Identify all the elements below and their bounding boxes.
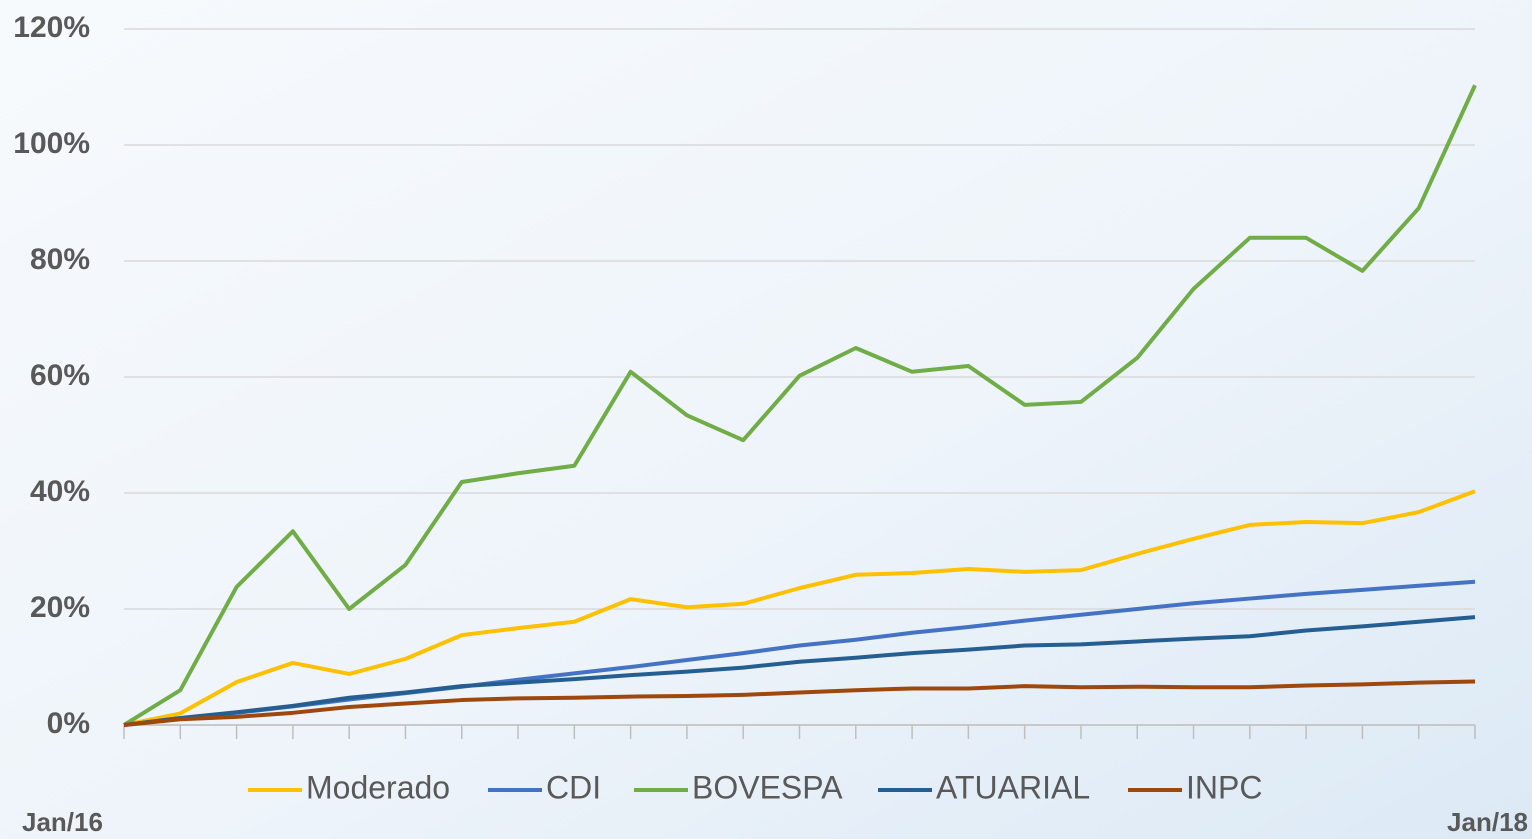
legend-label: BOVESPA [692,769,843,805]
series-line [122,84,1477,727]
y-tick-label: 60% [30,359,90,392]
y-tick-label: 40% [30,475,90,508]
legend-label: INPC [1186,769,1262,805]
y-tick-label: 100% [13,127,90,160]
legend-label: ATUARIAL [936,769,1090,805]
series-line [123,679,1476,727]
x-tick-label: Jan/16 [22,807,103,837]
y-tick-label: 20% [30,591,90,624]
x-tick-label: Jan/18 [1447,807,1528,837]
y-tick-label: 120% [13,11,90,44]
legend-label: Moderado [306,769,450,805]
y-tick-label: 80% [30,243,90,276]
series-line [123,615,1476,727]
y-tick-label: 0% [47,707,90,740]
series-line [123,489,1476,727]
legend-label: CDI [546,769,601,805]
